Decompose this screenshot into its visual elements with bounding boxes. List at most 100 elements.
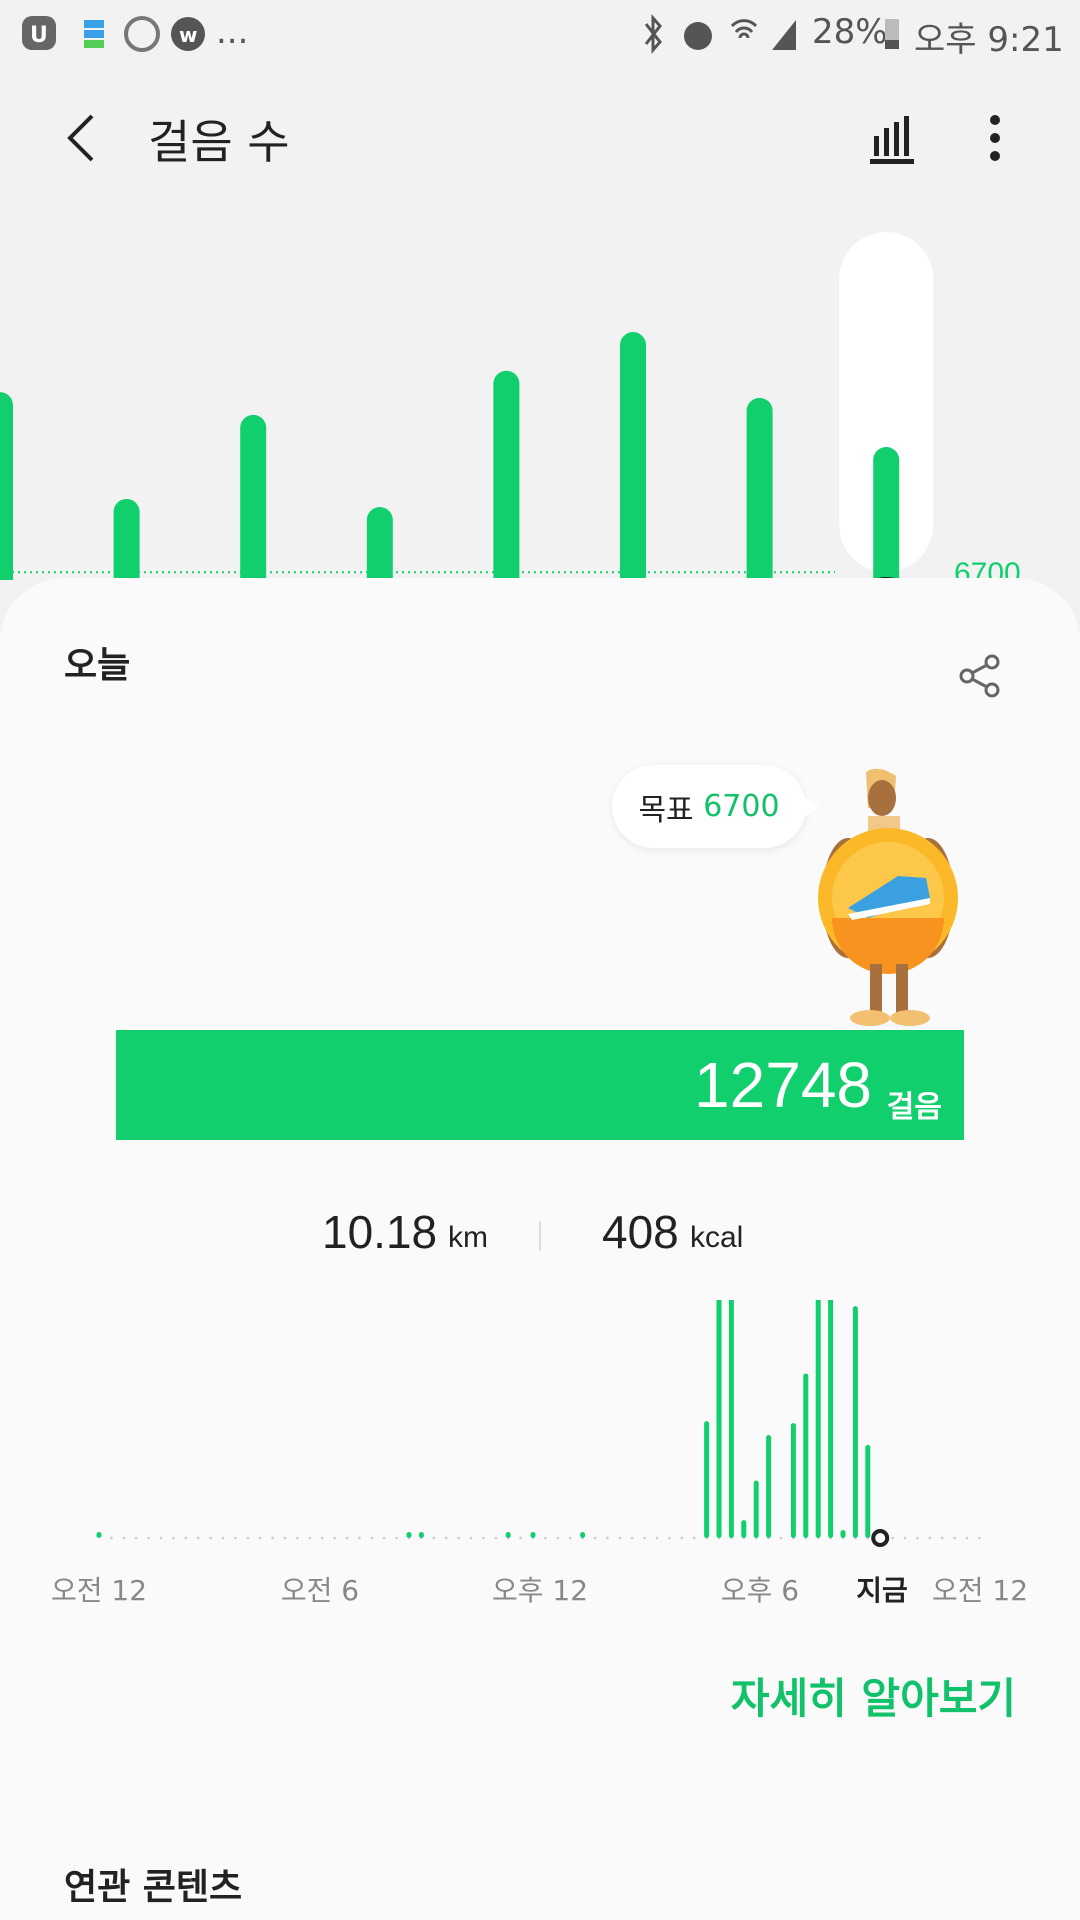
baseline-dot [643, 1536, 646, 1540]
baseline-dot [395, 1536, 398, 1540]
hour-bar [828, 1300, 834, 1538]
hour-bar [406, 1532, 412, 1538]
baseline-dot [370, 1536, 374, 1540]
calories-value: 408 [602, 1206, 679, 1258]
baseline-dot [779, 1536, 783, 1540]
baseline-dot [283, 1536, 287, 1540]
day-bar-17[interactable] [366, 507, 393, 580]
baseline-dot [209, 1536, 212, 1540]
hour-bar [790, 1423, 796, 1538]
baseline-dot [184, 1536, 188, 1540]
bar-chart-icon [870, 116, 914, 164]
baseline-dot [159, 1536, 163, 1540]
baseline-dot [668, 1536, 671, 1540]
goal-character-illustration [818, 768, 958, 1026]
steps-unit: 걸음 [886, 1090, 942, 1125]
day-bar-20[interactable] [746, 397, 773, 580]
steps-count: 12748 [694, 1049, 872, 1121]
bluetooth-icon [644, 14, 662, 54]
baseline-dot [593, 1536, 597, 1540]
day-bar-15[interactable] [113, 498, 140, 580]
weekly-step-chart[interactable]: 67001415161718192021 [0, 210, 1080, 580]
baseline-dot [271, 1536, 274, 1540]
baseline-dot [965, 1536, 969, 1540]
hour-bar [704, 1421, 710, 1538]
learn-more-link[interactable]: 자세히 알아보기 [730, 1674, 1016, 1723]
baseline-dot [916, 1536, 919, 1540]
baseline-dot [618, 1536, 622, 1540]
baseline-dot [655, 1536, 659, 1540]
baseline-dot [432, 1536, 436, 1540]
hour-bar [815, 1300, 821, 1538]
hour-bar [716, 1300, 722, 1538]
baseline-dot [568, 1536, 572, 1540]
status-bar: U w ... 28% 오후 9:21 [0, 0, 1080, 66]
chart-view-button[interactable] [868, 112, 918, 166]
hour-bar [803, 1373, 809, 1538]
hour-bar [840, 1530, 846, 1538]
more-options-button[interactable] [980, 112, 1010, 166]
notification-icons: U w [22, 16, 205, 52]
hour-bar [852, 1306, 858, 1538]
distance-value: 10.18 [322, 1206, 438, 1258]
hourly-step-chart[interactable]: 오전 12 오전 6 오후 12 오후 6 지금 오전 12 [0, 1300, 1080, 1610]
svg-text:w: w [179, 23, 197, 47]
w-app-icon: w [171, 17, 205, 51]
app-u-icon: U [22, 16, 56, 50]
baseline-dot [333, 1536, 336, 1540]
baseline-dot [122, 1536, 126, 1540]
distance-unit: km [448, 1221, 488, 1254]
hour-bar [418, 1532, 424, 1538]
clock: 오후 9:21 [914, 20, 1064, 60]
day-bar-19[interactable] [620, 332, 646, 580]
baseline-dot [953, 1536, 956, 1540]
day-bar-21[interactable] [873, 447, 900, 580]
baseline-dot [457, 1536, 460, 1540]
baseline-dot [345, 1536, 349, 1540]
baseline-dot [556, 1536, 560, 1540]
baseline-dot [308, 1536, 312, 1540]
notification-overflow: ... [216, 12, 249, 52]
system-icons [644, 14, 796, 54]
baseline-dot [482, 1536, 485, 1540]
baseline-dot [172, 1536, 175, 1540]
time-tick-label: 지금 [856, 1574, 908, 1607]
goal-prefix: 목표 [638, 792, 694, 828]
baseline-dot [320, 1536, 324, 1540]
chevron-left-icon [67, 114, 94, 162]
back-button[interactable] [62, 112, 102, 164]
time-tick-label: 오전 12 [51, 1574, 147, 1607]
baseline-dot [978, 1536, 981, 1540]
time-tick-label: 오후 6 [721, 1574, 799, 1607]
page-title: 걸음 수 [148, 115, 290, 169]
gem-icon [124, 16, 160, 52]
baseline-dot [940, 1536, 944, 1540]
baseline-dot [928, 1536, 932, 1540]
baseline-dot [494, 1536, 498, 1540]
svg-text:U: U [30, 23, 48, 48]
baseline-dot [444, 1536, 448, 1540]
hour-bar [766, 1434, 772, 1538]
storage-icon [84, 20, 104, 48]
hour-bar [728, 1300, 734, 1538]
baseline-dot [246, 1536, 250, 1540]
battery-icon [885, 19, 899, 49]
baseline-dot [221, 1536, 225, 1540]
baseline-dot [110, 1536, 113, 1540]
day-bar-16[interactable] [240, 414, 267, 580]
baseline-dot [903, 1536, 907, 1540]
baseline-dot [680, 1536, 684, 1540]
day-bar-18[interactable] [493, 370, 520, 580]
goal-bubble: 목표 6700 [612, 765, 820, 848]
baseline-dot [234, 1536, 237, 1540]
share-button[interactable] [958, 654, 1002, 698]
hour-bar [530, 1532, 536, 1538]
more-vertical-icon [990, 115, 1000, 161]
hour-bar [580, 1532, 586, 1538]
day-bar-14[interactable] [0, 392, 13, 580]
today-label: 오늘 [64, 645, 131, 686]
baseline-dot [358, 1536, 361, 1540]
baseline-dot [196, 1536, 200, 1540]
baseline-dot [519, 1536, 522, 1540]
signal-icon [772, 20, 796, 50]
